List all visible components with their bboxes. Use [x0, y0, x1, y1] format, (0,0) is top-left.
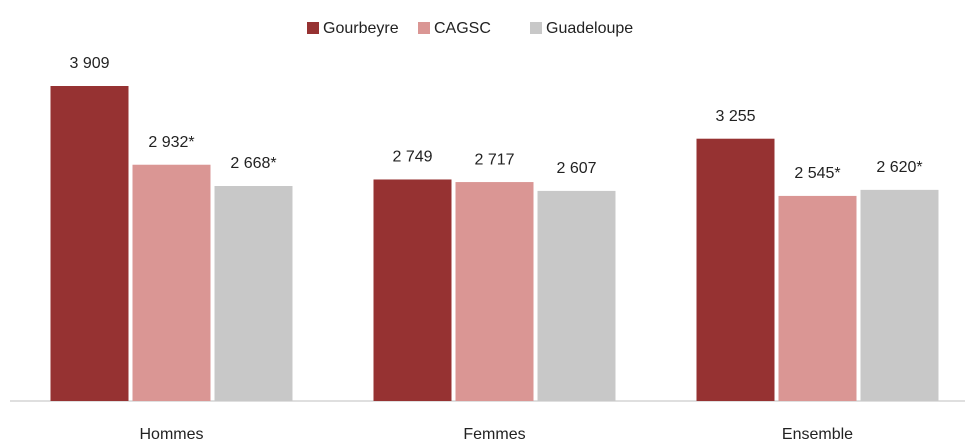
data-label: 3 255: [715, 108, 755, 125]
data-label: 2 749: [392, 149, 432, 166]
data-label: 2 620*: [876, 159, 922, 176]
legend-label: CAGSC: [434, 20, 491, 37]
bar: [537, 190, 616, 401]
bar: [860, 189, 939, 401]
data-label: 2 607: [556, 160, 596, 177]
x-tick-label: Hommes: [139, 426, 203, 443]
x-tick-label: Ensemble: [782, 426, 853, 443]
data-label: 2 545*: [794, 165, 840, 182]
bar: [50, 86, 129, 401]
x-tick-label: Femmes: [463, 426, 525, 443]
legend-label: Guadeloupe: [546, 20, 633, 37]
data-label: 3 909: [69, 55, 109, 72]
bar: [214, 186, 293, 401]
legend-label: Gourbeyre: [323, 20, 399, 37]
legend-swatch: [530, 22, 542, 34]
bar: [778, 195, 857, 401]
legend-swatch: [418, 22, 430, 34]
bar: [696, 138, 775, 401]
data-label: 2 932*: [148, 134, 194, 151]
data-label: 2 717: [474, 151, 514, 168]
bar: [373, 179, 452, 401]
data-label: 2 668*: [230, 155, 276, 172]
bar: [455, 182, 534, 401]
bar: [132, 164, 211, 401]
legend-swatch: [307, 22, 319, 34]
